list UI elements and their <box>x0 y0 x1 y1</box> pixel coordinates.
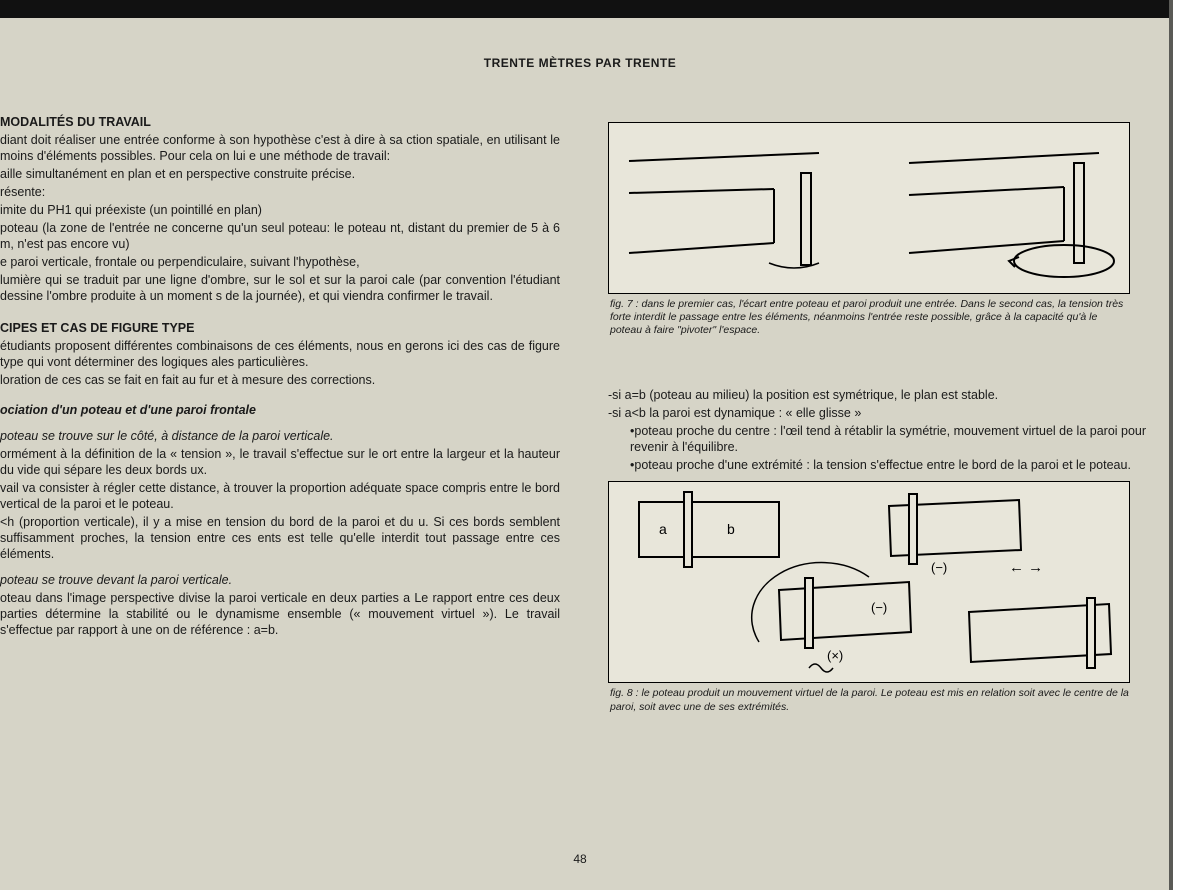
body-text: vail va consister à régler cette distanc… <box>0 480 560 512</box>
fig8-label-minus: (−) <box>931 560 947 575</box>
list-item: lumière qui se traduit par une ligne d'o… <box>0 272 560 304</box>
window-topbar <box>0 0 1191 18</box>
left-column: MODALITÉS DU TRAVAIL diant doit réaliser… <box>0 108 572 640</box>
case-heading: poteau se trouve sur le côté, à distance… <box>0 428 560 444</box>
figure-7-caption: fig. 7 : dans le premier cas, l'écart en… <box>610 298 1130 337</box>
list-item: poteau (la zone de l'entrée ne concerne … <box>0 220 560 252</box>
figure-7-svg <box>609 123 1129 293</box>
body-text: diant doit réaliser une entrée conforme … <box>0 132 560 164</box>
page-right-shadow <box>1169 0 1173 890</box>
case-heading: poteau se trouve devant la paroi vertica… <box>0 572 560 588</box>
body-text: ormément à la définition de la « tension… <box>0 446 560 478</box>
figure-8: a b (−) ← → (−) (×) <box>608 481 1130 683</box>
figure-7 <box>608 122 1130 294</box>
subsection-heading: ociation d'un poteau et d'une paroi fron… <box>0 402 560 418</box>
fig8-label-arrows: ← → <box>1009 559 1043 576</box>
section-heading-modalites: MODALITÉS DU TRAVAIL <box>0 114 560 130</box>
body-text: <h (proportion verticale), il y a mise e… <box>0 514 560 562</box>
section-heading-principes: CIPES ET CAS DE FIGURE TYPE <box>0 320 560 336</box>
fig8-label-b: b <box>727 521 735 537</box>
list-item: imite du PH1 qui préexiste (un pointillé… <box>0 202 560 218</box>
figure-8-caption: fig. 8 : le poteau produit un mouvement … <box>610 687 1130 713</box>
body-text: loration de ces cas se fait en fait au f… <box>0 372 560 388</box>
body-text: résente: <box>0 184 560 200</box>
page-right-edge <box>1173 0 1191 890</box>
body-text: -si a<b la paroi est dynamique : « elle … <box>608 405 1148 421</box>
fig8-label-minus2: (−) <box>871 600 887 615</box>
body-text: aille simultanément en plan et en perspe… <box>0 166 560 182</box>
right-column: fig. 7 : dans le premier cas, l'écart en… <box>608 122 1148 714</box>
figure-8-svg: a b (−) ← → (−) (×) <box>609 482 1129 682</box>
body-text: étudiants proposent différentes combinai… <box>0 338 560 370</box>
bullet-text: •poteau proche du centre : l'œil tend à … <box>630 423 1148 455</box>
body-text: -si a=b (poteau au milieu) la position e… <box>608 387 1148 403</box>
body-text: oteau dans l'image perspective divise la… <box>0 590 560 638</box>
bullet-text: •poteau proche d'une extrémité : la tens… <box>630 457 1148 473</box>
list-item: e paroi verticale, frontale ou perpendic… <box>0 254 560 270</box>
fig8-label-a: a <box>659 521 667 537</box>
fig8-label-x: (×) <box>827 648 843 663</box>
page-number: 48 <box>0 852 1160 866</box>
running-head: TRENTE MÈTRES PAR TRENTE <box>0 56 1160 70</box>
